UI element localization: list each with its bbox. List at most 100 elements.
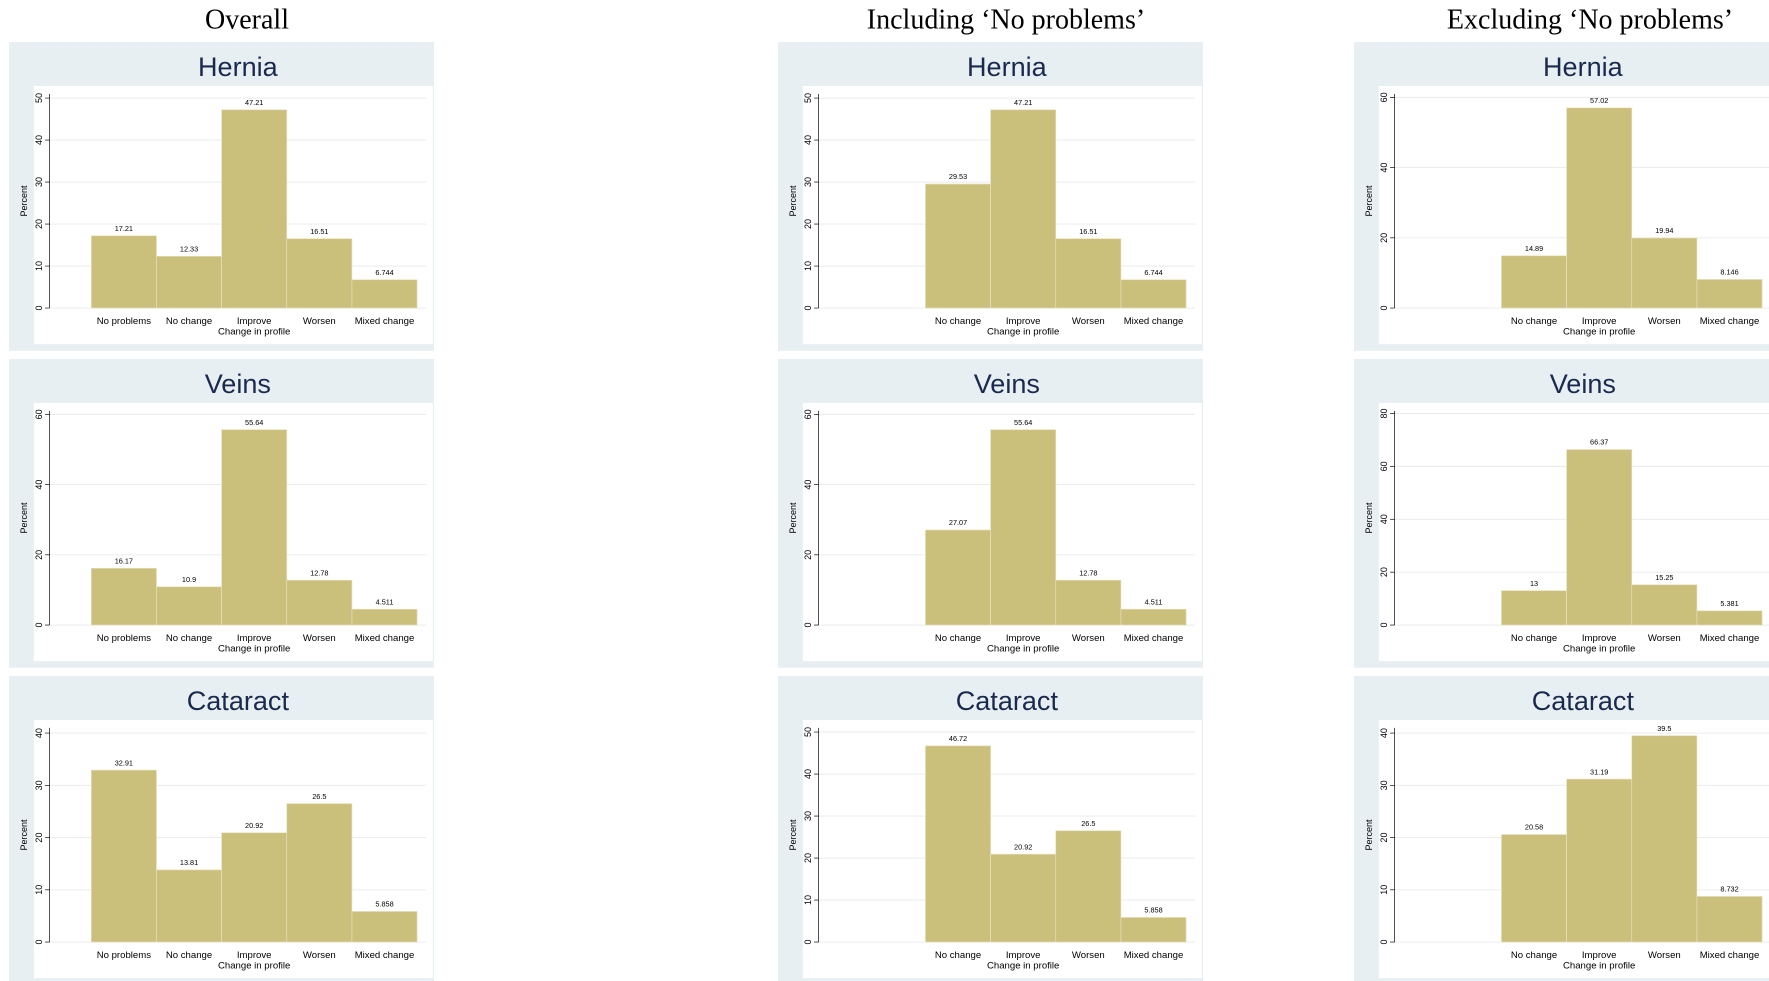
chart-title: Cataract (956, 686, 1059, 716)
bar (925, 183, 991, 309)
chart-title: Cataract (187, 686, 290, 716)
bar (351, 608, 418, 626)
bar (221, 832, 288, 943)
bar (156, 869, 222, 943)
y-tick-label: 10 (1379, 885, 1389, 895)
value-label: 10.9 (182, 575, 196, 584)
chart-title: Veins (974, 369, 1040, 399)
y-tick-label: 10 (803, 261, 813, 271)
y-tick-label: 50 (34, 93, 44, 103)
x-tick-label: No problems (97, 950, 152, 961)
y-tick-label: 20 (34, 833, 44, 843)
x-tick-label: No change (1511, 633, 1557, 644)
chart-title: Veins (205, 369, 271, 399)
value-label: 26.5 (1081, 819, 1095, 828)
y-tick-label: 40 (34, 480, 44, 490)
y-tick-label: 80 (1379, 408, 1389, 418)
bar (90, 769, 157, 943)
x-tick-label: Worsen (1648, 316, 1681, 327)
y-tick-label: 40 (34, 135, 44, 145)
x-tick-label: Mixed change (1700, 633, 1760, 644)
y-tick-label: 40 (803, 135, 813, 145)
bar (221, 429, 288, 626)
value-label: 8.146 (1720, 268, 1738, 277)
x-tick-label: Improve (1582, 316, 1617, 327)
bar (1696, 610, 1763, 626)
x-axis-title: Change in profile (987, 326, 1059, 337)
y-tick-label: 0 (34, 623, 44, 628)
chart-title: Hernia (967, 52, 1048, 82)
bar (1631, 584, 1698, 626)
bar (925, 745, 991, 943)
y-tick-label: 30 (803, 177, 813, 187)
x-tick-label: Worsen (303, 633, 336, 644)
x-tick-label: Mixed change (355, 316, 415, 327)
y-tick-label: 0 (1379, 940, 1389, 945)
chart-panel: Veins 0 20 40 60 80 Percent No change 13 Improve 6… (1354, 359, 1769, 668)
x-tick-label: No problems (97, 633, 152, 644)
y-tick-label: 60 (34, 409, 44, 419)
x-tick-label: No change (166, 316, 212, 327)
x-tick-label: No change (935, 950, 981, 961)
value-label: 66.37 (1590, 438, 1608, 447)
bar (286, 238, 353, 309)
bar (286, 579, 353, 626)
bar (990, 429, 1057, 626)
chart-panel: Cataract 0 10 20 30 40 Percent No problems 32.91… (9, 676, 434, 981)
value-label: 55.64 (245, 418, 263, 427)
x-tick-label: No problems (97, 316, 152, 327)
value-label: 26.5 (312, 792, 326, 801)
chart-panel: Cataract 0 10 20 30 40 Percent No change 20.58 Im… (1354, 676, 1769, 981)
x-tick-label: Improve (1006, 950, 1041, 961)
chart-panel: Hernia 0 10 20 30 40 50 Percent No problems 17.21… (9, 42, 434, 351)
x-tick-label: Mixed change (1124, 633, 1184, 644)
bar (1566, 449, 1633, 626)
value-label: 27.07 (949, 518, 967, 527)
value-label: 6.744 (1144, 268, 1162, 277)
value-label: 13 (1530, 579, 1538, 588)
y-axis-title: Percent (1364, 185, 1374, 217)
value-label: 5.858 (1144, 906, 1162, 915)
y-tick-label: 0 (803, 306, 813, 311)
bar (1120, 279, 1187, 309)
value-label: 14.89 (1525, 244, 1543, 253)
y-tick-label: 50 (803, 727, 813, 737)
bar (351, 911, 418, 943)
y-tick-label: 20 (803, 853, 813, 863)
x-tick-label: Improve (237, 316, 272, 327)
x-tick-label: Worsen (1648, 950, 1681, 961)
y-tick-label: 40 (803, 769, 813, 779)
y-axis-title: Percent (1364, 819, 1374, 851)
x-tick-label: Improve (1006, 316, 1041, 327)
bar (156, 255, 222, 309)
x-tick-label: Improve (237, 633, 272, 644)
column-title: Overall (205, 4, 289, 35)
y-tick-label: 20 (803, 219, 813, 229)
chart-panel: Hernia 0 10 20 30 40 50 Percent No change 29.53 Im… (778, 42, 1203, 351)
bar (1501, 590, 1567, 626)
bar (1055, 579, 1122, 626)
bar (1631, 237, 1698, 309)
bar (1055, 830, 1122, 943)
chart-title: Hernia (198, 52, 279, 82)
value-label: 5.858 (375, 900, 393, 909)
value-label: 12.78 (310, 568, 328, 577)
bar (1120, 608, 1187, 626)
x-axis-title: Change in profile (1563, 643, 1635, 654)
value-label: 47.21 (1014, 98, 1032, 107)
x-tick-label: No change (935, 316, 981, 327)
x-tick-label: No change (166, 950, 212, 961)
value-label: 5.381 (1720, 599, 1738, 608)
value-label: 16.51 (310, 227, 328, 236)
y-tick-label: 40 (34, 728, 44, 738)
y-tick-label: 10 (34, 261, 44, 271)
y-tick-label: 60 (1379, 92, 1389, 102)
value-label: 4.511 (376, 597, 394, 606)
x-tick-label: Worsen (1648, 633, 1681, 644)
x-tick-label: Improve (1006, 633, 1041, 644)
x-tick-label: No change (935, 633, 981, 644)
value-label: 13.81 (180, 858, 198, 867)
x-axis-title: Change in profile (987, 643, 1059, 654)
y-tick-label: 20 (1379, 233, 1389, 243)
